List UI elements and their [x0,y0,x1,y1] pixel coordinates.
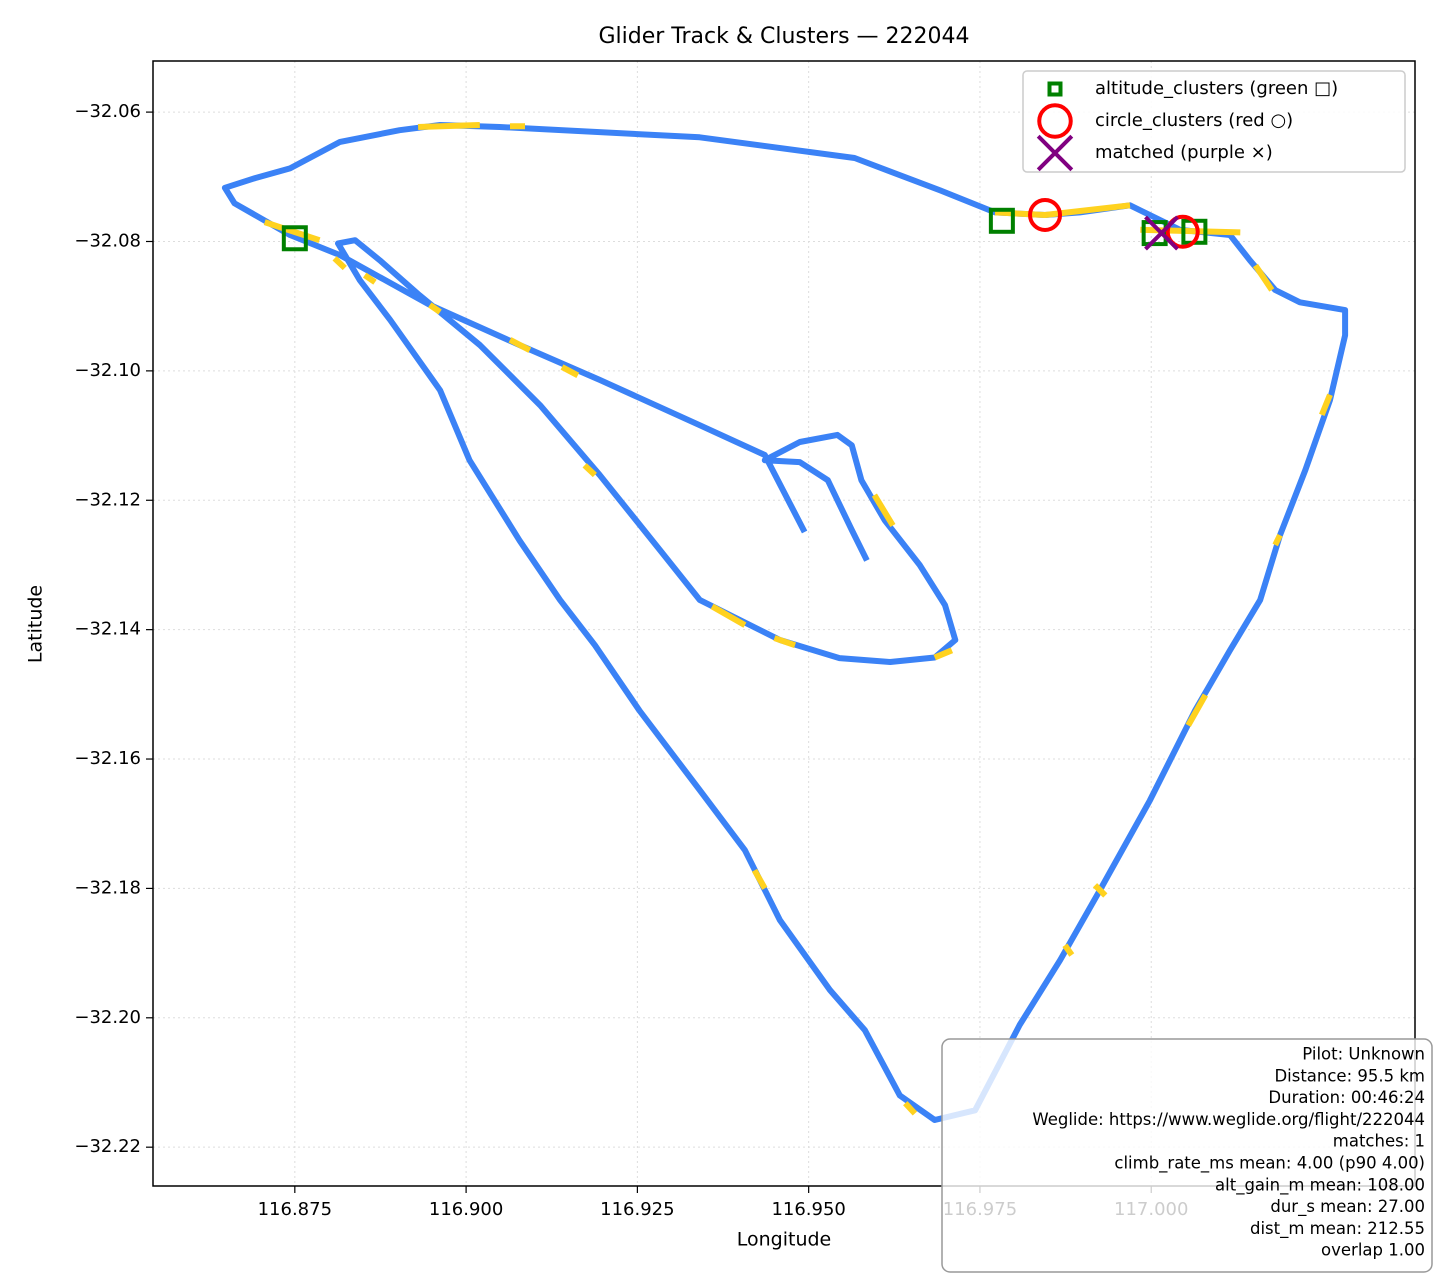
legend-label: matched (purple ×) [1095,142,1273,163]
axes-frame [152,60,1416,1187]
info-line: Duration: 00:46:24 [1268,1088,1425,1107]
y-tick-label: −32.08 [74,230,141,251]
info-line: overlap 1.00 [1321,1241,1425,1260]
track-highlight [263,122,1333,1116]
cluster-marker [1165,214,1200,249]
y-tick-label: −32.22 [74,1136,141,1157]
y-tick-label: −32.10 [74,360,141,381]
info-line: climb_rate_ms mean: 4.00 (p90 4.00) [1114,1154,1425,1174]
x-tick-label: 116.900 [429,1199,503,1220]
cluster-marker [1144,215,1179,251]
info-box [941,1038,1433,1273]
y-tick-label: −32.16 [74,748,141,769]
x-tick-label: 116.925 [600,1199,674,1220]
chart-title: Glider Track & Clusters — 222044 [598,24,969,49]
info-line: Distance: 95.5 km [1274,1066,1425,1085]
x-axis-label: Longitude [737,1229,832,1251]
info-line: dur_s mean: 27.00 [1270,1197,1425,1217]
y-tick-label: −32.14 [74,619,141,640]
x-tick-label: 116.875 [258,1199,332,1220]
overlay-layer: altitude_clusters (green □) circle_cluste… [941,70,1433,1273]
y-tick-label: −32.18 [74,877,141,898]
cluster-marker [988,207,1015,234]
y-tick-label: −32.12 [74,489,141,510]
y-tick-label: −32.20 [74,1007,141,1028]
legend-marker [1037,103,1073,139]
cluster-marker [1028,197,1063,232]
legend-label: circle_clusters (red ○) [1095,110,1293,131]
legend-label: altitude_clusters (green □) [1095,78,1338,99]
info-line: matches: 1 [1333,1132,1425,1151]
info-line: Pilot: Unknown [1302,1045,1425,1064]
x-tick-label: 116.950 [771,1199,845,1220]
y-tick-label: −32.06 [74,101,141,122]
plot-layer: 116.875116.900116.925116.950116.975117.0… [74,61,1415,1220]
info-line: dist_m mean: 212.55 [1250,1219,1425,1239]
legend-marker [1036,134,1074,172]
legend-box [1022,70,1406,173]
cluster-marker [1141,220,1168,247]
info-line: alt_gain_m mean: 108.00 [1215,1175,1425,1195]
y-axis-label: Latitude [25,585,47,663]
cluster-marker [281,225,308,252]
legend-marker [1047,81,1063,97]
info-line: Weglide: https://www.weglide.org/flight/… [1032,1110,1425,1129]
